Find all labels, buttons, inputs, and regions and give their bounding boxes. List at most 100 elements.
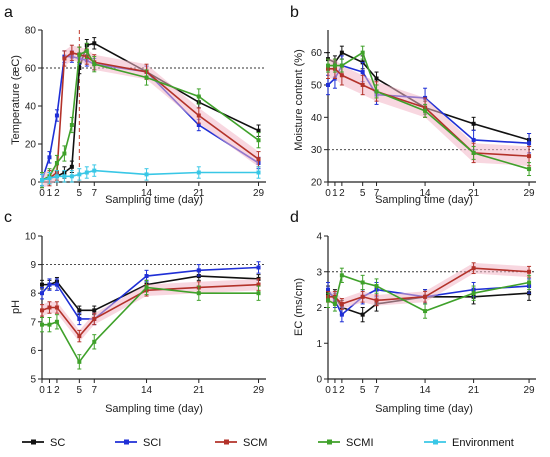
x-tick-label: 29	[253, 188, 265, 199]
data-point	[360, 294, 365, 299]
data-point	[360, 312, 365, 317]
data-point	[54, 282, 59, 287]
panel-b: b Moisture content (%) Sampling time (da…	[290, 4, 536, 206]
data-point	[360, 280, 365, 285]
x-tick-label: 7	[91, 385, 97, 396]
xlabel-b: Sampling time (day)	[375, 194, 473, 206]
xlabel-c: Sampling time (day)	[105, 403, 203, 415]
data-point	[47, 282, 52, 287]
x-tick-label: 5	[360, 385, 366, 396]
legend-label: SCM	[243, 437, 267, 449]
data-point	[54, 174, 59, 179]
data-point	[40, 178, 44, 183]
data-point	[77, 172, 82, 177]
y-tick-label: 0	[316, 375, 322, 386]
x-tick-label: 1	[47, 188, 53, 199]
panel-label-d: d	[290, 209, 299, 226]
y-tick-label: 9	[30, 260, 36, 271]
data-point	[77, 359, 82, 364]
series-sc	[326, 45, 532, 147]
data-point	[40, 291, 44, 296]
data-point	[374, 284, 379, 289]
data-point	[144, 274, 149, 279]
legend-label: SCMI	[346, 437, 374, 449]
panel-label-b: b	[290, 4, 299, 21]
panel-a: a Temperature (æC) Sampling time (day) 0…	[4, 4, 266, 206]
x-tick-label: 5	[77, 385, 83, 396]
data-point	[77, 334, 82, 339]
data-point	[69, 174, 74, 179]
x-tick-label: 7	[374, 385, 380, 396]
y-tick-label: 5	[30, 375, 36, 386]
series-band	[328, 262, 530, 310]
legend-entry-sc: SC	[22, 437, 65, 449]
data-point	[77, 66, 82, 70]
data-point	[62, 174, 67, 179]
data-point	[326, 63, 330, 68]
data-point	[471, 150, 476, 155]
y-tick-label: 40	[25, 102, 37, 113]
data-point	[332, 63, 337, 68]
y-tick-label: 6	[30, 346, 36, 357]
data-point	[326, 287, 330, 292]
x-tick-label: 14	[141, 385, 153, 396]
data-point	[339, 63, 344, 68]
data-point	[339, 73, 344, 78]
data-point	[54, 319, 59, 324]
data-point	[339, 301, 344, 306]
x-tick-label: 7	[374, 188, 380, 199]
data-point	[256, 128, 261, 133]
legend-swatch-marker	[327, 439, 332, 445]
data-point	[423, 294, 428, 299]
x-tick-label: 21	[193, 188, 205, 199]
legend-label: Environment	[452, 437, 514, 449]
data-point	[326, 82, 330, 87]
legend: SC SCI SCM SCMI Environment	[22, 437, 514, 449]
legend-entry-sci: SCI	[115, 437, 161, 449]
data-point	[332, 301, 337, 306]
series-scm	[326, 262, 532, 310]
y-tick-label: 2	[316, 303, 322, 314]
data-point	[144, 75, 149, 80]
series-band	[328, 59, 530, 166]
data-point	[92, 168, 97, 173]
data-point	[374, 89, 379, 94]
data-point	[47, 155, 52, 160]
y-tick-label: 10	[25, 232, 37, 243]
legend-entry-environment: Environment	[424, 437, 514, 449]
y-tick-label: 3	[316, 267, 322, 278]
data-point	[256, 265, 261, 270]
panel-label-a: a	[4, 4, 13, 21]
data-point	[527, 154, 532, 159]
ylabel-d: EC (ms/cm)	[293, 278, 305, 336]
data-point	[47, 322, 52, 327]
data-point	[92, 316, 97, 321]
y-tick-label: 50	[311, 80, 323, 91]
data-point	[196, 291, 201, 296]
data-point	[40, 308, 44, 313]
data-point	[77, 308, 82, 313]
x-tick-label: 5	[360, 188, 366, 199]
series-line	[41, 42, 259, 181]
data-point	[92, 308, 97, 313]
series-scmi	[40, 279, 261, 370]
y-tick-label: 1	[316, 339, 322, 350]
x-tick-label: 29	[253, 385, 265, 396]
data-point	[62, 56, 67, 61]
data-point	[69, 123, 74, 127]
x-tick-label: 21	[468, 385, 480, 396]
xlabel-d: Sampling time (day)	[375, 403, 473, 415]
legend-swatch-marker	[31, 439, 36, 445]
data-point	[84, 48, 89, 53]
data-point	[527, 167, 532, 172]
x-tick-label: 29	[524, 385, 536, 396]
data-point	[69, 50, 74, 55]
y-tick-label: 8	[30, 289, 36, 300]
data-point	[92, 339, 97, 344]
data-point	[471, 121, 476, 126]
series-band	[42, 45, 259, 188]
y-tick-label: 60	[25, 64, 37, 75]
data-point	[196, 94, 201, 99]
x-tick-label: 2	[339, 385, 345, 396]
data-point	[527, 280, 532, 285]
